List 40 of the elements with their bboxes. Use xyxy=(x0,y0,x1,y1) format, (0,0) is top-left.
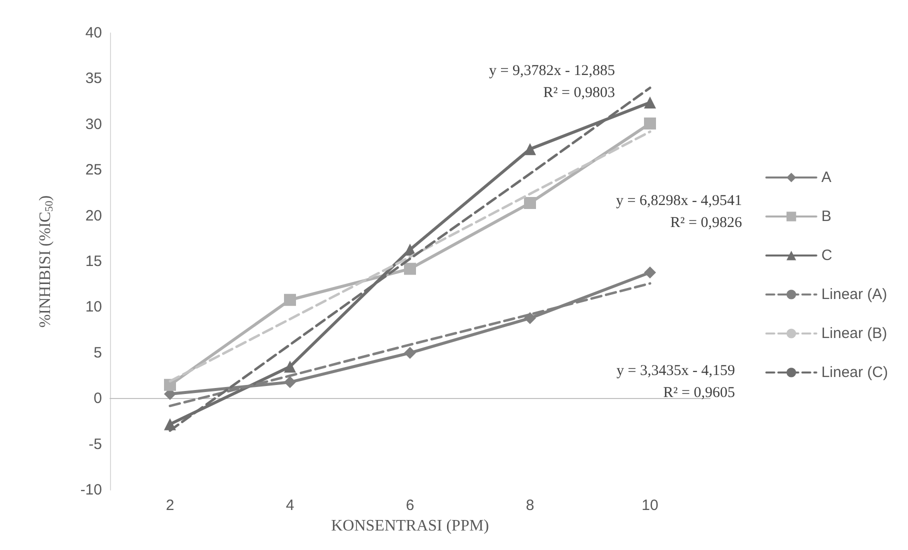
y-tick-label: -10 xyxy=(80,482,102,498)
point xyxy=(404,346,416,359)
legend-label: Linear (C) xyxy=(821,364,888,381)
y-tick-label: 5 xyxy=(94,344,102,362)
x-axis-title: KONSENTRASI (PPM) xyxy=(331,517,489,534)
y-tick-label: 35 xyxy=(85,70,102,88)
point xyxy=(284,360,296,373)
legend-label: B xyxy=(821,208,832,225)
x-tick-label: 4 xyxy=(286,497,294,514)
legend-label: C xyxy=(821,247,832,264)
point xyxy=(284,376,296,388)
point xyxy=(644,117,656,130)
y-tick-label: 30 xyxy=(85,116,102,133)
y-tick-label: 10 xyxy=(85,298,102,316)
annotation: y = 9,3782x - 12,885 R² = 0,9803 xyxy=(489,63,615,101)
point xyxy=(644,96,656,108)
y-axis-title: %INHIBISI (%IC50) xyxy=(37,195,56,328)
y-tick-label: 40 xyxy=(85,24,102,42)
legend-label: A xyxy=(821,169,832,186)
y-tick-label: 15 xyxy=(85,253,102,270)
point xyxy=(524,197,536,210)
annotation: y = 6,8298x - 4,9541 R² = 0,9826 xyxy=(616,193,742,231)
point xyxy=(284,294,296,306)
legend-label: Linear (B) xyxy=(821,325,888,342)
point xyxy=(164,378,176,391)
y-tick-label: -5 xyxy=(88,436,102,453)
y-tick-label: 20 xyxy=(85,207,102,224)
y-tick-label: 0 xyxy=(94,390,102,408)
y-tick-label: 25 xyxy=(85,162,102,179)
point xyxy=(524,143,536,156)
x-tick-label: 8 xyxy=(526,497,534,514)
point xyxy=(404,262,416,275)
annotation: y = 3,3435x - 4,159 R² = 0,9605 xyxy=(616,363,735,401)
point xyxy=(524,312,536,324)
x-tick-label: 2 xyxy=(166,497,174,514)
x-tick-label: 10 xyxy=(642,497,658,514)
legend-label: Linear (A) xyxy=(821,286,888,303)
x-tick-label: 6 xyxy=(406,497,414,514)
point xyxy=(644,266,656,278)
point xyxy=(404,244,416,256)
